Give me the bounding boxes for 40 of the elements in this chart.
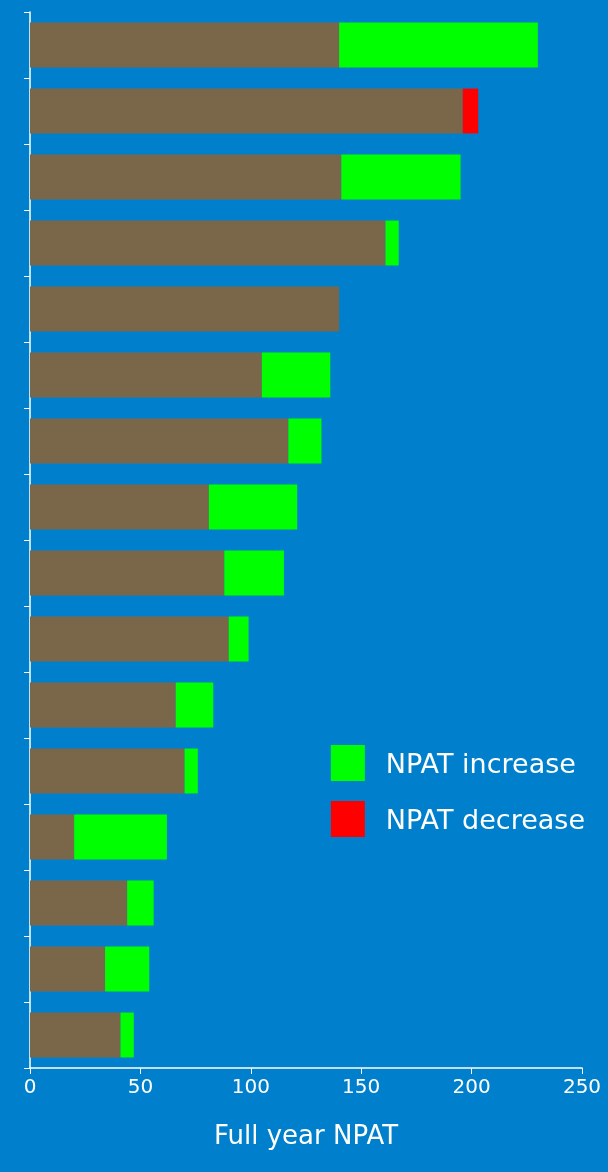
bar <box>30 1012 121 1058</box>
x-axis-title: Full year NPAT <box>213 1120 399 1150</box>
bar <box>30 550 225 596</box>
bar <box>74 814 167 860</box>
bar <box>208 484 298 530</box>
x-tick-label: 100 <box>231 1074 270 1098</box>
x-tick-label: 200 <box>452 1074 491 1098</box>
bar <box>30 814 75 860</box>
bar <box>30 286 340 332</box>
x-tick-label: 250 <box>562 1074 602 1098</box>
bar <box>228 616 249 662</box>
x-tick-label: 0 <box>23 1074 37 1098</box>
bar <box>175 682 214 728</box>
bar <box>184 748 198 794</box>
legend-label: NPAT increase <box>385 747 576 779</box>
bar <box>339 22 538 68</box>
bar <box>30 484 209 530</box>
bar <box>127 880 154 926</box>
bar <box>30 748 185 794</box>
bar <box>288 418 322 464</box>
bar <box>120 1012 134 1058</box>
bar <box>385 220 399 266</box>
bar <box>30 352 262 398</box>
bar <box>261 352 331 398</box>
bar <box>30 154 342 200</box>
bar <box>462 88 479 134</box>
bar <box>30 616 229 662</box>
x-tick-label: 150 <box>342 1074 381 1098</box>
bar <box>30 418 289 464</box>
bar <box>341 154 461 200</box>
bar <box>30 880 128 926</box>
bar <box>30 682 176 728</box>
bar <box>30 88 463 134</box>
bar <box>224 550 284 596</box>
x-tick-label: 50 <box>127 1074 154 1098</box>
bar <box>30 946 106 992</box>
bar <box>105 946 150 992</box>
legend-label: NPAT decrease <box>385 803 585 835</box>
bar <box>30 22 340 68</box>
bar <box>30 220 386 266</box>
